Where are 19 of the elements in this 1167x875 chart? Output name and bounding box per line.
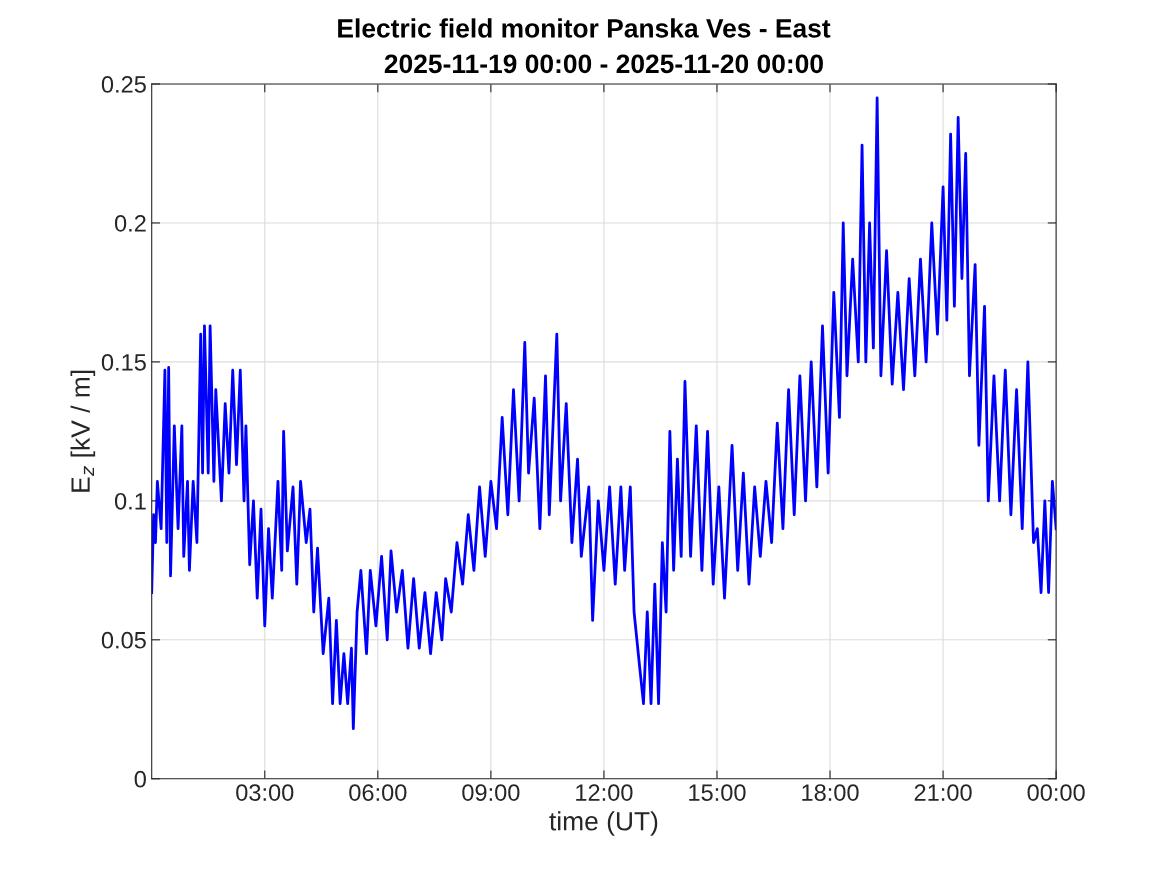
x-tick-label: 03:00 (236, 784, 294, 801)
y-tick-label: 0.1 (114, 492, 146, 510)
x-tick-label: 09:00 (462, 784, 520, 801)
chart-subtitle: 2025-11-19 00:00 - 2025-11-20 00:00 (384, 54, 823, 74)
x-tick-label: 21:00 (914, 784, 972, 801)
chart-title: Electric field monitor Panska Ves - East (338, 18, 831, 38)
line-series (151, 96, 1057, 731)
y-tick-label: 0 (134, 770, 146, 788)
x-tick-label: 12:00 (576, 784, 633, 801)
x-axis-title: time (UT) (549, 811, 658, 836)
x-tick-label: 15:00 (689, 784, 746, 801)
y-axis-title: E$_{z}$ [kV / m] (70, 370, 96, 492)
x-tick-label: 18:00 (802, 784, 859, 801)
x-tick-label: 00:00 (1027, 784, 1085, 801)
y-tick-label: 0.05 (101, 631, 146, 649)
y-tick-label: 0.25 (101, 76, 146, 93)
y-tick-label: 0.2 (114, 215, 146, 232)
y-tick-label: 0.15 (101, 353, 146, 371)
x-tick-label: 06:00 (349, 784, 407, 801)
